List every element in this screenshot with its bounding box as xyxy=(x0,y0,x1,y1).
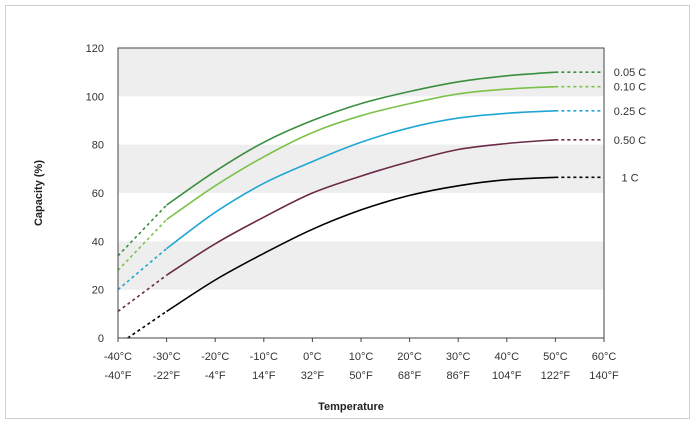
y-tick-label: 120 xyxy=(86,43,104,55)
x-tick-label-fahrenheit: 140°F xyxy=(589,370,619,382)
series-0-50C xyxy=(117,139,604,313)
x-tick-label-celsius: 60°C xyxy=(592,351,617,363)
series-line-solid xyxy=(166,85,556,221)
x-tick-label-celsius: -20°C xyxy=(201,351,229,363)
series-label: 0.25 C xyxy=(614,106,646,118)
y-tick-label: 100 xyxy=(86,91,104,103)
grid-band xyxy=(118,48,604,97)
series-label: 0.10 C xyxy=(614,82,646,94)
x-tick-label-fahrenheit: 122°F xyxy=(541,370,571,382)
series-0-25C xyxy=(117,109,605,291)
series-line-extrapolated-low xyxy=(117,274,168,313)
x-tick-label-celsius: 10°C xyxy=(349,351,374,363)
series-layer xyxy=(117,71,605,339)
grid-bands xyxy=(118,48,604,290)
series-label: 1 C xyxy=(621,172,638,184)
series-labels: 0.05 C 0.10 C 0.25 C 0.50 C 1 C xyxy=(614,67,646,184)
x-tick-label-celsius: 40°C xyxy=(495,351,520,363)
x-tick-label-fahrenheit: 86°F xyxy=(447,370,471,382)
x-axis-title: Temperature xyxy=(318,401,384,413)
x-tick-label-celsius: 20°C xyxy=(397,351,422,363)
y-tick-label: 0 xyxy=(98,333,104,345)
grid-band xyxy=(118,241,604,290)
grid-band xyxy=(118,144,604,193)
x-tick-label-fahrenheit: 104°F xyxy=(492,370,522,382)
series-1C xyxy=(127,176,604,339)
series-0-10C xyxy=(117,85,604,271)
x-tick-label-celsius: -40°C xyxy=(104,351,132,363)
y-tick-label: 40 xyxy=(92,236,104,248)
x-tick-label-fahrenheit: -40°F xyxy=(104,370,131,382)
series-line-extrapolated-low xyxy=(127,310,168,339)
series-line-solid xyxy=(166,71,556,206)
series-0-05C xyxy=(117,71,604,257)
x-tick-label-fahrenheit: -4°F xyxy=(205,370,226,382)
x-tick-label-fahrenheit: 50°F xyxy=(349,370,373,382)
x-tick-labels: -40°C -40°F -30°C -22°F -20°C -4°F -10°C 14°F 0°… xyxy=(104,338,619,382)
x-tick-label-fahrenheit: -22°F xyxy=(153,370,180,382)
capacity-chart: 0 20 40 60 80 100 120 -40°C -40°F -30°C -22°F -20°… xyxy=(33,43,646,413)
y-tick-labels: 0 20 40 60 80 100 120 xyxy=(86,43,104,345)
x-tick-label-celsius: 30°C xyxy=(446,351,471,363)
x-tick-label-fahrenheit: 14°F xyxy=(252,370,276,382)
y-axis-title: Capacity (%) xyxy=(33,160,45,226)
x-tick-label-celsius: 0°C xyxy=(303,351,322,363)
series-line-extrapolated-low xyxy=(117,247,168,291)
y-tick-label: 60 xyxy=(92,188,104,200)
x-tick-label-fahrenheit: 68°F xyxy=(398,370,422,382)
y-tick-label: 80 xyxy=(92,140,104,152)
series-line-solid xyxy=(166,139,556,276)
series-label: 0.50 C xyxy=(614,135,646,147)
x-tick-label-celsius: 50°C xyxy=(543,351,568,363)
x-tick-label-celsius: -30°C xyxy=(152,351,180,363)
series-line-solid xyxy=(166,176,556,313)
x-tick-label-fahrenheit: 32°F xyxy=(301,370,325,382)
series-label: 0.05 C xyxy=(614,67,646,79)
chart-frame: 0 20 40 60 80 100 120 -40°C -40°F -30°C -22°F -20°… xyxy=(5,5,690,419)
y-tick-label: 20 xyxy=(92,285,104,297)
series-line-solid xyxy=(166,110,556,250)
x-tick-label-celsius: -10°C xyxy=(250,351,278,363)
